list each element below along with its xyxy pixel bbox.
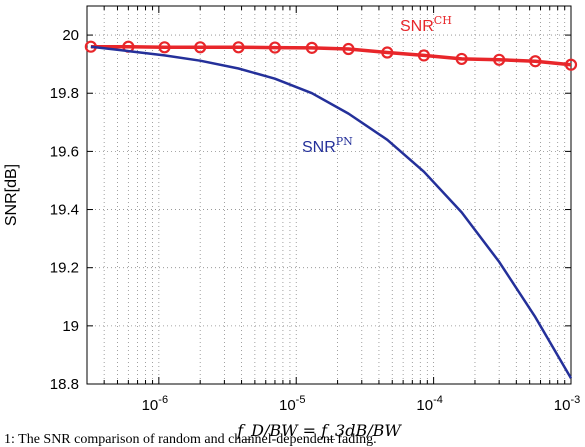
data-point-ch [564, 58, 578, 71]
figure-caption: 1: The SNR comparison of random and chan… [4, 432, 377, 447]
y-tick-label: 19.2 [50, 260, 79, 277]
series-label-pn: SNRPN [302, 135, 353, 156]
y-tick-labels: 18.8 19 19.2 19.4 19.6 19.8 20 [50, 27, 79, 393]
x-axis-label-text: f_D/BW = f_3dB/BW [236, 421, 402, 440]
axis-ticks [86, 6, 572, 385]
data-point-ch [305, 41, 318, 54]
data-point-ch [529, 55, 542, 68]
data-point-ch [417, 49, 431, 62]
data-point-ch [455, 52, 468, 66]
y-axis-label: SNR[dB] [3, 164, 20, 226]
series-line-pn [90, 45, 573, 379]
y-tick-label: 19.8 [50, 85, 79, 102]
plot-area-frame [86, 5, 572, 385]
data-point-ch [158, 41, 171, 54]
data-series [84, 40, 578, 379]
data-point-ch [268, 41, 282, 54]
y-tick-label: 19.4 [50, 202, 79, 219]
series-annotations: SNRCH SNRPN [302, 14, 452, 156]
x-tick-labels: 10-6 10-5 10-4 10-3 [142, 394, 581, 414]
x-axis-label: f_D/BW = f_3dB/BW [236, 421, 402, 440]
data-point-ch [232, 41, 245, 54]
data-point-ch [342, 42, 355, 56]
x-tick-label: 10-4 [416, 394, 442, 414]
y-tick-label: 19 [62, 318, 79, 335]
data-point-ch [493, 53, 506, 66]
grid-lines [87, 6, 571, 384]
x-tick-label: 10-3 [554, 394, 580, 414]
y-tick-label: 19.6 [50, 143, 79, 160]
data-point-ch [381, 46, 394, 59]
x-tick-label: 10-6 [142, 394, 168, 414]
x-tick-label: 10-5 [279, 394, 305, 414]
data-point-ch [194, 41, 207, 54]
y-tick-label: 18.8 [50, 376, 79, 393]
y-tick-label: 20 [62, 27, 79, 44]
series-label-ch: SNRCH [400, 14, 452, 35]
